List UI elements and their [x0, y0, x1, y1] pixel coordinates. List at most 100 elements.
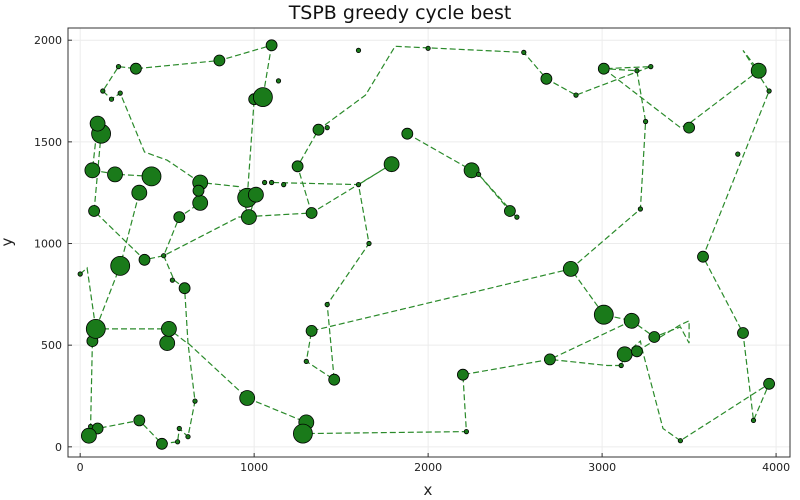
chart-title: TSPB greedy cycle best	[288, 2, 512, 24]
data-point	[683, 121, 695, 134]
data-point	[107, 166, 123, 183]
data-point	[185, 434, 191, 440]
data-point	[463, 162, 480, 179]
data-point	[750, 62, 767, 79]
data-point	[634, 68, 640, 74]
data-point	[131, 184, 148, 201]
data-point	[456, 368, 469, 381]
data-point	[261, 179, 268, 186]
tour-segment	[88, 45, 634, 445]
data-point	[292, 423, 313, 444]
data-point	[117, 90, 123, 96]
data-point	[631, 345, 643, 358]
data-point	[265, 39, 278, 52]
x-tick-label: 4000	[762, 461, 790, 474]
data-point	[115, 64, 122, 70]
data-point	[133, 414, 146, 427]
data-point	[697, 250, 709, 263]
x-tick-label: 2000	[414, 461, 442, 474]
data-point	[324, 125, 330, 131]
data-point	[573, 92, 579, 98]
data-point	[750, 417, 757, 423]
data-point	[562, 260, 579, 277]
data-point	[192, 194, 209, 211]
data-point	[161, 253, 167, 259]
data-point	[737, 327, 749, 339]
data-point	[88, 423, 94, 430]
data-point	[173, 211, 186, 224]
data-point	[88, 205, 100, 217]
data-point	[623, 312, 640, 329]
data-point	[328, 373, 341, 386]
data-point	[521, 49, 527, 56]
data-point	[642, 118, 649, 125]
data-point	[213, 54, 226, 67]
data-point	[169, 277, 175, 283]
data-point	[81, 427, 97, 444]
data-point	[637, 206, 644, 212]
data-point	[84, 162, 101, 179]
data-point	[175, 439, 181, 445]
data-point	[425, 45, 431, 51]
data-point	[593, 304, 614, 325]
data-point	[176, 425, 182, 432]
data-point	[618, 362, 624, 369]
data-point	[275, 78, 282, 84]
data-point	[155, 437, 168, 450]
data-point	[159, 335, 176, 352]
data-point	[281, 182, 287, 188]
tour-paths	[79, 44, 771, 445]
tour-segment	[296, 45, 771, 442]
grid	[68, 28, 790, 457]
data-point	[401, 127, 414, 140]
data-point	[77, 271, 83, 277]
data-point	[766, 88, 772, 94]
plot-frame	[67, 27, 791, 458]
data-point	[355, 47, 362, 54]
y-tick-label: 0	[55, 441, 62, 454]
data-point	[616, 346, 633, 363]
data-point	[463, 428, 469, 435]
data-point	[89, 115, 106, 132]
data-point	[735, 151, 741, 157]
data-point	[312, 123, 325, 136]
data-point	[239, 390, 256, 406]
x-tick-label: 1000	[240, 461, 268, 474]
data-point	[648, 64, 654, 70]
data-point	[324, 301, 330, 308]
data-point	[138, 253, 151, 266]
data-point	[303, 358, 309, 364]
data-point	[108, 96, 115, 102]
data-point	[305, 207, 318, 219]
data-point	[366, 240, 372, 247]
data-point	[355, 182, 362, 188]
y-tick-label: 1000	[34, 238, 62, 251]
tour-segment	[79, 123, 392, 332]
data-point	[763, 377, 775, 390]
data-point	[291, 160, 304, 173]
data-point	[240, 209, 257, 226]
tour-segment	[407, 133, 518, 218]
data-point	[305, 324, 318, 337]
data-point	[85, 318, 106, 339]
data-point	[192, 398, 198, 404]
x-axis-label: x	[424, 481, 433, 499]
tour-segment	[102, 44, 272, 183]
y-tick-label: 1500	[34, 136, 62, 149]
data-point	[383, 156, 400, 173]
data-point	[503, 205, 516, 217]
x-tick-label: 3000	[588, 461, 616, 474]
data-point	[141, 166, 162, 187]
tour-segment	[570, 68, 647, 270]
data-points	[77, 39, 775, 450]
y-tick-label: 500	[41, 339, 62, 352]
data-point	[110, 255, 131, 276]
data-point	[178, 282, 191, 295]
y-axis-ticks: 0 500 1000 1500 2000	[34, 34, 72, 454]
data-point	[475, 171, 482, 177]
data-point	[544, 353, 556, 366]
data-point	[597, 62, 610, 75]
data-point	[540, 72, 553, 85]
data-point	[160, 320, 177, 337]
